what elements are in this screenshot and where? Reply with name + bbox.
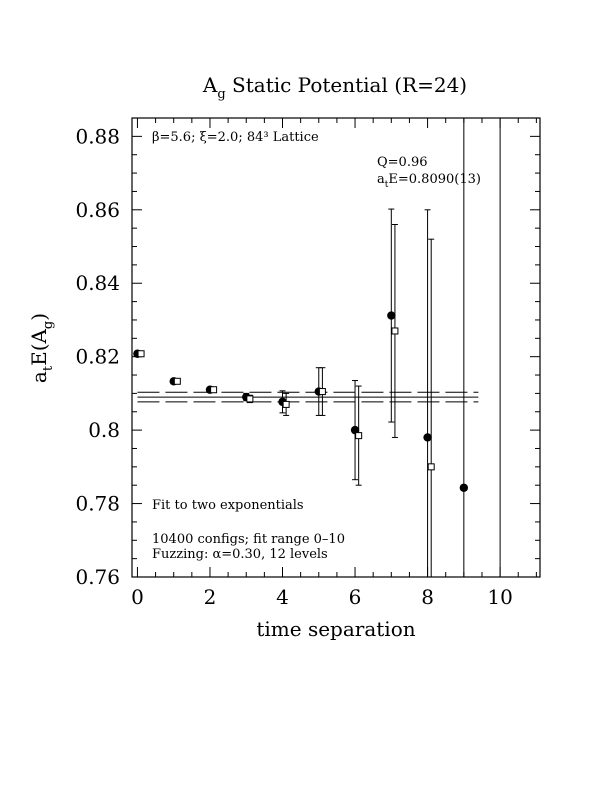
configs-annotation: 10400 configs; fit range 0–10: [152, 532, 345, 547]
y-tick-label: 0.78: [75, 492, 120, 516]
x-axis-label: time separation: [256, 617, 415, 641]
data-point-square: [318, 388, 326, 396]
energy-annotation: atE=0.8090(13): [377, 172, 481, 190]
y-label-sub-g: g: [41, 321, 56, 329]
energy-rest: E=0.8090(13): [388, 172, 481, 187]
energy-sub-t: t: [385, 180, 389, 190]
y-tick-label: 0.88: [75, 124, 120, 148]
data-point-square: [427, 463, 435, 471]
y-tick-labels: 0.76 0.78 0.8 0.82 0.84 0.86 0.88: [75, 124, 120, 589]
chart-title: Ag Static Potential (R=24): [202, 73, 467, 102]
y-label-mid: E(A: [27, 329, 51, 366]
y-label-a: a: [27, 371, 51, 383]
data-point-circle: [423, 433, 432, 442]
y-tick-label: 0.86: [75, 198, 120, 222]
x-tick-label: 0: [131, 585, 144, 609]
y-tick-label: 0.82: [75, 345, 120, 369]
y-tick-label: 0.76: [75, 565, 120, 589]
y-label-end: ): [27, 313, 51, 321]
plot-frame: [131, 117, 541, 578]
x-tick-label: 4: [276, 585, 289, 609]
chart-title-subscript: g: [217, 87, 225, 102]
data-point-square: [246, 395, 254, 403]
fuzzing-annotation: Fuzzing: α=0.30, 12 levels: [152, 547, 328, 562]
x-tick-label: 8: [421, 585, 434, 609]
q-value-annotation: Q=0.96: [377, 155, 428, 170]
y-label-sub-t: t: [41, 365, 56, 371]
data-markers: [133, 311, 469, 492]
data-point-square: [391, 327, 399, 335]
data-point-square: [137, 350, 145, 358]
energy-a: a: [377, 172, 385, 187]
y-tick-label: 0.8: [88, 418, 120, 442]
data-point-square: [173, 377, 181, 385]
data-point-square: [282, 400, 290, 408]
data-point-circle: [387, 311, 396, 320]
chart-title-rest: Static Potential (R=24): [226, 73, 467, 97]
x-tick-label: 2: [204, 585, 217, 609]
x-tick-labels: 0 2 4 6 8 10: [131, 585, 513, 609]
data-point-square: [355, 432, 363, 440]
fit-note-annotation: Fit to two exponentials: [152, 498, 304, 513]
chart-title-main: A: [202, 73, 218, 97]
data-point-square: [210, 386, 218, 394]
lattice-annotation: β=5.6; ξ=2.0; 84³ Lattice: [152, 130, 319, 145]
y-axis-label: atE(Ag): [27, 313, 56, 383]
data-point-circle: [459, 483, 469, 492]
x-tick-label: 10: [487, 585, 512, 609]
y-tick-label: 0.84: [75, 271, 120, 295]
fit-band: [137, 391, 479, 403]
x-tick-label: 6: [349, 585, 362, 609]
